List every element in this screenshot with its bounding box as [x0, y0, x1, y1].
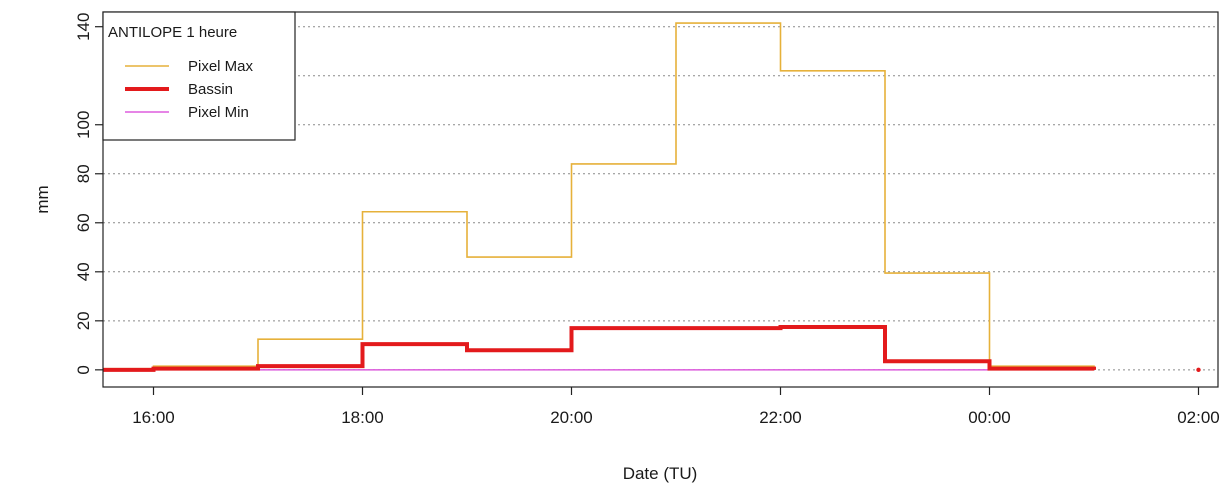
isolated-point [1196, 367, 1201, 373]
plot-frame [102, 11, 1219, 388]
x-tick-label: 22:00 [759, 408, 802, 427]
y-axis: 0 20 40 60 80 100 140 [74, 13, 103, 375]
x-tick-label: 18:00 [341, 408, 384, 427]
series-bassin [103, 324, 1096, 372]
legend-entry-label: Bassin [188, 81, 233, 98]
x-axis-label: Date (TU) [623, 464, 698, 483]
legend-entry-label: Pixel Max [188, 58, 254, 75]
legend: ANTILOPE 1 heure Pixel Max Bassin Pixel Mi… [102, 11, 296, 141]
plot-area [103, 22, 1201, 373]
y-tick-label: 100 [74, 111, 93, 139]
y-tick-label: 40 [74, 262, 93, 281]
x-tick-label: 00:00 [968, 408, 1011, 427]
legend-entry-label: Pixel Min [188, 104, 249, 121]
y-axis-label: mm [33, 185, 52, 213]
y-tick-label: 0 [74, 365, 93, 374]
x-tick-label: 02:00 [1177, 408, 1220, 427]
y-tick-label: 80 [74, 164, 93, 183]
series-pixel-max [103, 22, 1095, 370]
x-tick-label: 20:00 [550, 408, 593, 427]
y-tick-label: 140 [74, 13, 93, 41]
legend-box [102, 11, 296, 141]
x-tick-label: 16:00 [132, 408, 175, 427]
x-axis: 16:00 18:00 20:00 22:00 00:00 02:00 [132, 387, 1220, 427]
y-tick-label: 60 [74, 213, 93, 232]
legend-title: ANTILOPE 1 heure [108, 24, 237, 41]
y-tick-label: 20 [74, 311, 93, 330]
